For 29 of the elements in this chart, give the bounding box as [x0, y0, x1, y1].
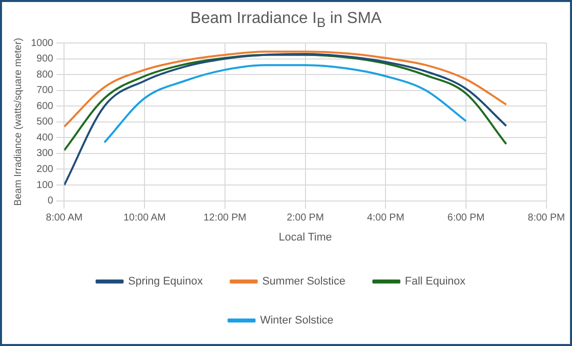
- line-series: [64, 53, 508, 186]
- y-tick-label: 500: [36, 116, 54, 128]
- y-tick-label: 900: [36, 54, 54, 65]
- x-tick-label: 8:00 PM: [528, 212, 566, 224]
- x-tick-label: 4:00 PM: [367, 212, 404, 224]
- y-axis-title: Beam Irradiance (watts/square meter): [12, 38, 24, 206]
- y-tick-label: 800: [36, 69, 54, 80]
- x-tick-label: 8:00 AM: [46, 212, 83, 224]
- y-tick-label: 400: [36, 132, 54, 144]
- legend-label: Winter Solstice: [260, 314, 334, 327]
- legend-label: Fall Equinox: [404, 276, 466, 288]
- line-series: [64, 50, 508, 128]
- chart-title: Beam Irradiance I$_{B}$ in SMA: [189, 10, 383, 32]
- line-series: [103, 64, 468, 144]
- y-tick-label: 0: [48, 196, 54, 207]
- y-tick-label: 1000: [30, 38, 54, 49]
- x-tick-label: 10:00 AM: [123, 212, 166, 224]
- x-tick-label: 2:00 PM: [286, 212, 324, 224]
- y-tick-label: 200: [36, 164, 54, 175]
- line-series: [64, 54, 508, 152]
- y-tick-label: 600: [36, 100, 54, 112]
- x-tick-label: 12:00 PM: [204, 212, 246, 224]
- x-axis-title: Local Time: [278, 231, 332, 244]
- x-tick-label: 6:00 PM: [447, 212, 485, 224]
- legend-label: Summer Solstice: [262, 276, 346, 288]
- y-tick-label: 700: [36, 85, 54, 96]
- y-tick-label: 300: [36, 148, 54, 160]
- y-tick-label: 100: [36, 180, 54, 191]
- legend-label: Spring Equinox: [128, 276, 204, 288]
